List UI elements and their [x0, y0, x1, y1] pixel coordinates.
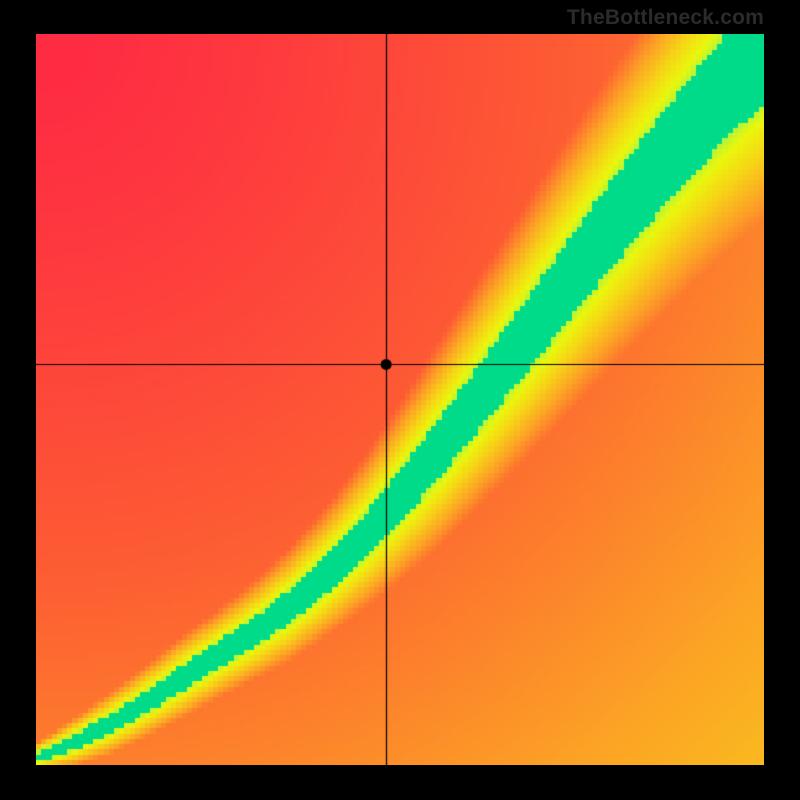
watermark-text: TheBottleneck.com	[567, 6, 764, 30]
bottleneck-heatmap	[36, 34, 764, 765]
